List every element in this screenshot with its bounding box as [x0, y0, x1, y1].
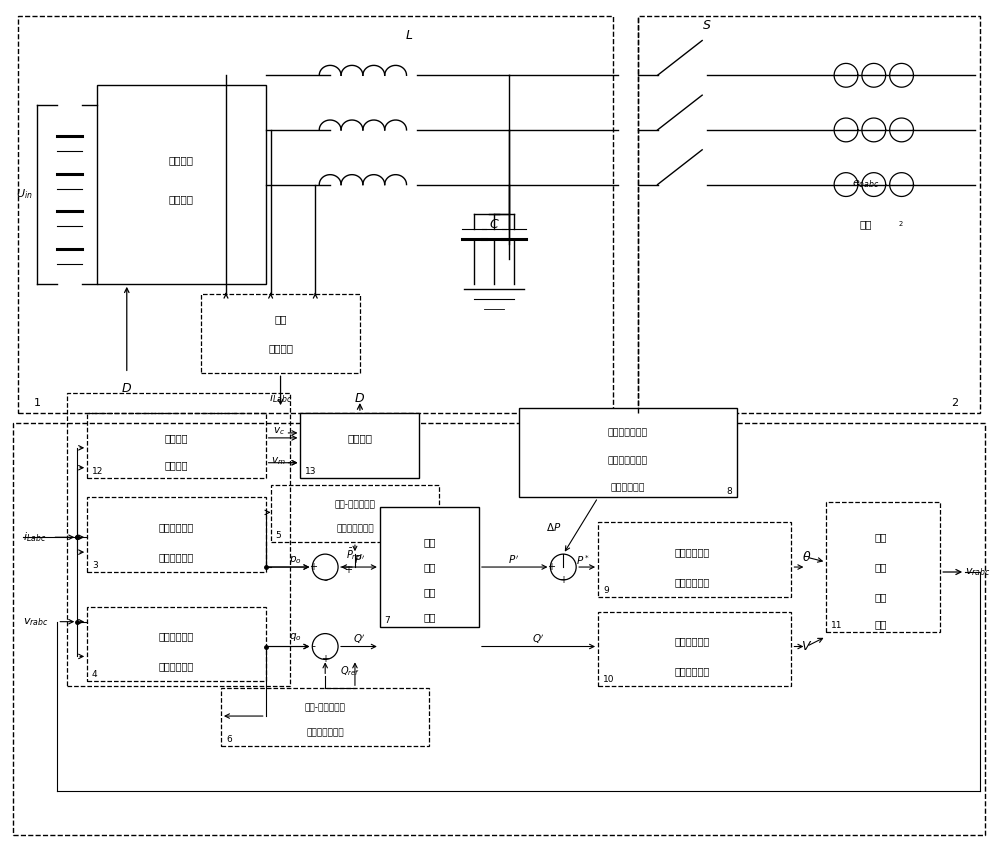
Text: $_{2}$: $_{2}$ — [898, 219, 903, 229]
Text: 功率计算模块: 功率计算模块 — [159, 662, 194, 671]
Text: 调制模块: 调制模块 — [347, 433, 372, 443]
Text: $v_{rabc}$: $v_{rabc}$ — [965, 566, 991, 578]
Text: 幅值计算模块: 幅值计算模块 — [675, 666, 710, 676]
Text: 功率: 功率 — [423, 537, 436, 547]
Text: -: - — [323, 575, 327, 585]
Text: 调制信号: 调制信号 — [165, 433, 188, 443]
Text: 逆变器输出电压: 逆变器输出电压 — [608, 428, 648, 438]
Bar — [221, 688, 429, 746]
Text: $P'$: $P'$ — [354, 554, 365, 566]
Text: 虚拟: 虚拟 — [874, 532, 887, 542]
Bar — [87, 413, 266, 478]
Text: $v_m$: $v_m$ — [271, 455, 286, 467]
Bar — [598, 612, 791, 686]
Bar — [87, 607, 266, 681]
Bar — [638, 16, 980, 413]
Text: 电压-无功功率下: 电压-无功功率下 — [305, 704, 346, 712]
Text: 计算: 计算 — [423, 587, 436, 597]
Text: +: + — [321, 654, 329, 664]
Text: 模块: 模块 — [874, 620, 887, 630]
Text: 输出虚拟电压: 输出虚拟电压 — [675, 547, 710, 557]
Text: -: - — [311, 642, 315, 652]
Text: 7: 7 — [385, 615, 390, 625]
Text: $v_{rabc}$: $v_{rabc}$ — [23, 615, 48, 627]
Text: $\bar{P}_{ref}$: $\bar{P}_{ref}$ — [346, 546, 364, 562]
Text: $e_{oabc}$: $e_{oabc}$ — [852, 179, 880, 191]
Bar — [97, 85, 266, 284]
Text: 频率-有功功率下: 频率-有功功率下 — [335, 500, 375, 509]
Text: D: D — [355, 392, 365, 405]
Text: 计算模块: 计算模块 — [165, 459, 188, 470]
Text: 电流: 电流 — [274, 314, 287, 324]
Text: 相位计算模块: 相位计算模块 — [675, 577, 710, 587]
Bar — [13, 423, 985, 835]
Text: 转换: 转换 — [423, 562, 436, 572]
Bar — [67, 393, 290, 686]
Text: +: + — [309, 562, 317, 572]
Text: $\Delta P$: $\Delta P$ — [546, 521, 561, 534]
Text: 三相逆变: 三相逆变 — [169, 155, 194, 164]
Text: +: + — [547, 562, 555, 572]
Text: $Q'$: $Q'$ — [353, 633, 366, 647]
Text: 12: 12 — [92, 467, 103, 475]
Text: $q_o$: $q_o$ — [289, 631, 302, 642]
Text: 功率计算模块: 功率计算模块 — [159, 552, 194, 562]
Text: 11: 11 — [831, 620, 843, 630]
Text: 输出虚拟电压: 输出虚拟电压 — [675, 636, 710, 647]
Text: $U_{in}$: $U_{in}$ — [16, 188, 33, 201]
Text: $V$: $V$ — [801, 640, 812, 653]
Text: 测量模块: 测量模块 — [268, 343, 293, 353]
Text: $Q'$: $Q'$ — [532, 633, 545, 647]
Bar — [380, 507, 479, 626]
Text: $\theta$: $\theta$ — [802, 550, 811, 564]
Text: +: + — [344, 565, 352, 575]
Text: $i_{Labc}$: $i_{Labc}$ — [23, 530, 46, 544]
Bar — [201, 294, 360, 373]
Text: 器主电路: 器主电路 — [169, 195, 194, 205]
Text: 5: 5 — [276, 531, 281, 540]
Text: 4: 4 — [92, 670, 98, 679]
Bar — [598, 523, 791, 597]
Text: 输出虚拟有功: 输出虚拟有功 — [159, 523, 194, 532]
Text: C: C — [489, 217, 498, 231]
Text: $P'$: $P'$ — [508, 554, 519, 566]
Bar — [271, 485, 439, 542]
Text: 相位与电网相位: 相位与电网相位 — [608, 456, 648, 465]
Text: $P^*$: $P^*$ — [576, 553, 590, 567]
Bar — [18, 16, 613, 413]
Text: $i_{Labc}$: $i_{Labc}$ — [269, 391, 292, 405]
Text: D: D — [122, 382, 132, 395]
Text: 合成: 合成 — [874, 592, 887, 602]
Text: $Q_{ref}$: $Q_{ref}$ — [340, 664, 360, 679]
Text: 9: 9 — [603, 586, 609, 595]
Text: 2: 2 — [952, 398, 959, 408]
Bar — [826, 502, 940, 631]
Text: $p_o$: $p_o$ — [289, 554, 302, 566]
Text: 1: 1 — [34, 398, 41, 408]
Text: 模块: 模块 — [423, 612, 436, 621]
Text: 3: 3 — [92, 561, 98, 570]
Text: 6: 6 — [226, 735, 232, 744]
Text: $v_c$: $v_c$ — [273, 425, 286, 437]
Text: 输出虚拟无功: 输出虚拟无功 — [159, 631, 194, 642]
Text: 8: 8 — [726, 486, 732, 496]
Text: L: L — [406, 29, 413, 42]
Text: 同步调节模块: 同步调节模块 — [611, 483, 645, 492]
Text: 13: 13 — [305, 467, 317, 475]
Text: 电网: 电网 — [860, 219, 872, 229]
Text: +: + — [559, 575, 567, 585]
Bar — [519, 408, 737, 497]
Bar — [300, 413, 419, 478]
Text: 10: 10 — [603, 675, 614, 685]
Bar — [87, 497, 266, 572]
Text: 垂控制调节模块: 垂控制调节模块 — [306, 728, 344, 738]
Text: S: S — [703, 19, 711, 32]
Text: 电压: 电压 — [874, 562, 887, 572]
Text: 垂控制调节模块: 垂控制调节模块 — [336, 525, 374, 534]
